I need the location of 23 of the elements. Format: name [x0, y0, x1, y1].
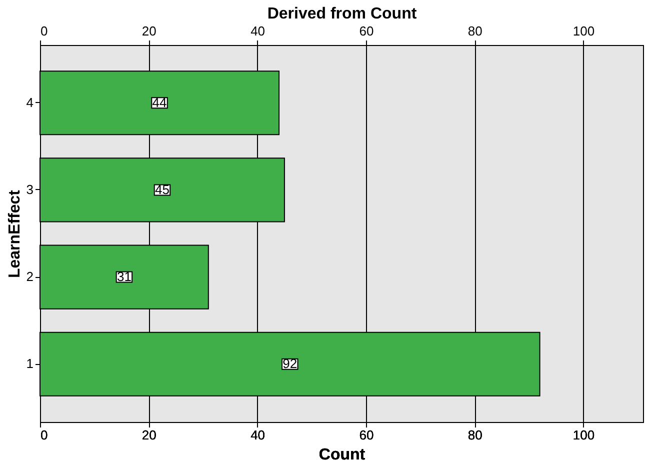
- x-tick-label: 40: [250, 428, 266, 442]
- y-tick-label: 1: [26, 356, 34, 372]
- x2-tick-label: 40: [250, 24, 266, 38]
- data-label: 31: [116, 269, 132, 284]
- data-label: 45: [154, 182, 170, 197]
- x2-tick-label: 20: [142, 24, 156, 38]
- x2-tick-label: 60: [359, 24, 374, 38]
- x-tick-label: 0: [40, 428, 48, 442]
- x2-tick-label: 0: [40, 24, 48, 38]
- y-tick-label: 2: [26, 269, 34, 284]
- x-tick-label: 60: [359, 428, 374, 442]
- x2-tick-label: 100: [572, 24, 595, 38]
- x2-axis-title: Derived from Count: [267, 6, 418, 22]
- x-tick-label: 20: [142, 428, 156, 442]
- x-tick-label: 80: [468, 428, 482, 442]
- data-label: 92: [282, 356, 298, 372]
- x-tick-label: 100: [572, 428, 595, 442]
- x-axis-title: Count: [318, 446, 366, 464]
- x2-tick-label: 80: [468, 24, 482, 38]
- y-axis-title: LearnEffect: [6, 189, 24, 278]
- y-tick-label: 4: [26, 94, 34, 110]
- data-label: 44: [152, 94, 167, 110]
- y-tick-label: 3: [26, 182, 34, 197]
